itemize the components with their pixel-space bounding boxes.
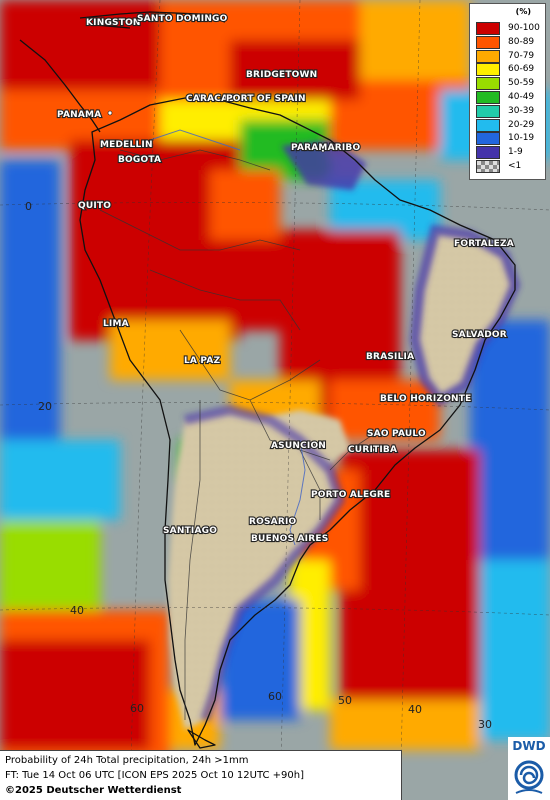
legend-swatch xyxy=(476,146,500,160)
grid-label-lat-0: 0 xyxy=(25,200,32,213)
city-label-paramaribo: PARAMARIBO xyxy=(291,143,360,153)
city-label-medellin: MEDELLIN xyxy=(100,140,153,150)
legend-swatch xyxy=(476,49,500,63)
legend: (%) 90-100 80-89 70-79 60-69 50-59 40-49 30-39… xyxy=(469,3,546,180)
city-label-buenos-aires: BUENOS AIRES xyxy=(251,534,328,544)
coastlines xyxy=(19,11,516,749)
legend-row: 10-19 xyxy=(476,132,544,146)
city-label-rosario: ROSARIO xyxy=(249,517,297,527)
city-label-curitiba: CURITIBA xyxy=(348,445,397,455)
dry-land xyxy=(168,230,515,730)
city-label-bridgetown: BRIDGETOWN xyxy=(246,70,317,80)
city-label-kingston: KINGSTON xyxy=(86,18,141,28)
legend-label: <1 xyxy=(508,161,522,171)
legend-row: 90-100 xyxy=(476,22,544,35)
city-label-la-paz: LA PAZ xyxy=(184,356,221,366)
legend-swatch xyxy=(476,132,500,146)
dwd-logo-text: DWD xyxy=(512,739,546,753)
city-markers xyxy=(92,15,485,541)
city-label-fortaleza: FORTALEZA xyxy=(454,239,514,249)
caption-copyright: ©2025 Deutscher Wetterdienst xyxy=(5,785,182,796)
legend-row: 40-49 xyxy=(476,91,544,104)
country-borders xyxy=(99,149,381,720)
legend-title: (%) xyxy=(515,7,531,16)
legend-swatch xyxy=(476,22,500,35)
legend-swatch xyxy=(476,160,500,173)
city-label-lima: LIMA xyxy=(103,319,129,329)
legend-swatch xyxy=(476,118,500,132)
legend-label: 50-59 xyxy=(508,78,535,89)
legend-row: 1-9 xyxy=(476,146,544,160)
legend-swatch xyxy=(476,77,500,91)
legend-label: 70-79 xyxy=(508,50,535,61)
legend-swatch xyxy=(476,35,500,49)
legend-swatch xyxy=(476,91,500,104)
grid-label-lon-30: 30 xyxy=(478,718,492,731)
city-label-sao-paulo: SAO PAULO xyxy=(367,429,426,439)
city-label-porto-alegre: PORTO ALEGRE xyxy=(311,490,390,500)
legend-row: 20-29 xyxy=(476,118,544,132)
city-label-brasilia: BRASILIA xyxy=(366,352,414,362)
legend-swatch xyxy=(476,63,500,77)
legend-label: 10-19 xyxy=(508,133,535,144)
caption-forecast-time: FT: Tue 14 Oct 06 UTC [ICON EPS 2025 Oct… xyxy=(5,770,304,781)
legend-label: 90-100 xyxy=(508,23,540,33)
legend-row: 60-69 xyxy=(476,63,544,77)
city-label-panama: PANAMA xyxy=(57,110,101,120)
legend-label: 1-9 xyxy=(508,147,523,158)
city-label-santo-domingo: SANTO DOMINGO xyxy=(137,14,228,24)
legend-swatch xyxy=(476,104,500,118)
city-label-quito: QUITO xyxy=(78,201,111,211)
city-label-belo-horizonte: BELO HORIZONTE xyxy=(380,394,471,404)
grid-label-lon-60: 60 xyxy=(268,690,282,703)
map-caption: Probability of 24h Total precipitation, … xyxy=(0,750,402,800)
legend-label: 20-29 xyxy=(508,119,535,130)
legend-row: <1 xyxy=(476,160,544,173)
legend-row: 30-39 xyxy=(476,104,544,118)
grid-label-lat-40: 40 xyxy=(70,604,84,617)
rivers xyxy=(149,129,306,546)
legend-label: 80-89 xyxy=(508,36,535,47)
legend-label: 40-49 xyxy=(508,92,535,102)
city-label-asuncion: ASUNCION xyxy=(271,441,326,451)
grid-label-lon-40: 40 xyxy=(408,703,422,716)
low-probability-rims xyxy=(183,139,521,722)
legend-row: 70-79 xyxy=(476,49,544,63)
grid-label-lat-60: 60 xyxy=(130,702,144,715)
legend-row: 80-89 xyxy=(476,35,544,49)
dwd-logo: DWD xyxy=(508,737,550,800)
dwd-swirl-icon xyxy=(514,760,544,794)
legend-label: 30-39 xyxy=(508,105,535,116)
graticule-labels: 0 20 40 60 50 40 30 60 xyxy=(25,200,492,731)
central-america-coast xyxy=(19,39,101,133)
grid-label-lat-20: 20 xyxy=(38,400,52,413)
caribbean-islands xyxy=(79,11,226,29)
legend-row: 50-59 xyxy=(476,77,544,91)
city-label-santiago: SANTIAGO xyxy=(163,526,217,536)
city-label-salvador: SALVADOR xyxy=(452,330,507,340)
south-america-coast xyxy=(79,97,516,746)
legend-label: 60-69 xyxy=(508,64,535,75)
precipitation-field xyxy=(0,0,550,760)
caption-title: Probability of 24h Total precipitation, … xyxy=(5,755,249,766)
city-label-port-of-spain: PORT OF SPAIN xyxy=(226,94,306,104)
grid-label-lon-50: 50 xyxy=(338,694,352,707)
city-label-caracas: CARACAS xyxy=(186,94,235,104)
city-labels: KINGSTON SANTO DOMINGO BRIDGETOWN CARACA… xyxy=(56,13,515,545)
tierra-del-fuego xyxy=(187,729,216,749)
city-label-bogota: BOGOTA xyxy=(118,155,161,165)
